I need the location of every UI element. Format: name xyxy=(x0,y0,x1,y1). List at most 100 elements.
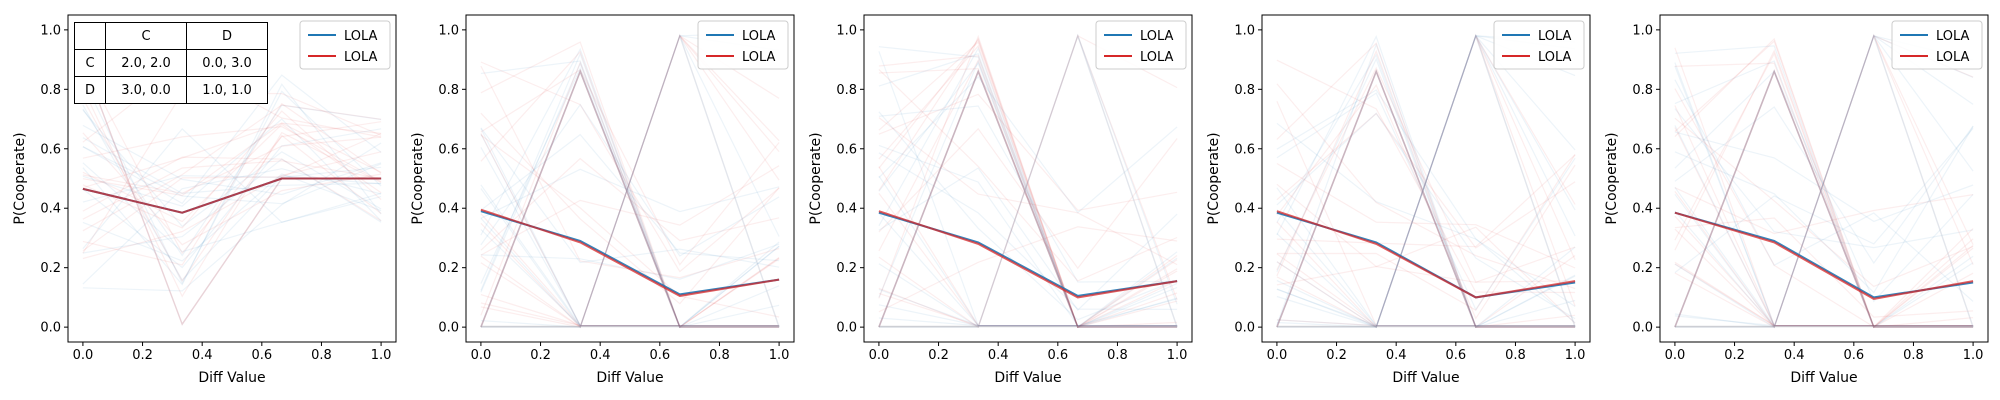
legend-label: LOLA xyxy=(1936,50,1970,65)
faint-trajectory-line xyxy=(82,160,382,220)
x-tick-label: 1.0 xyxy=(1167,348,1188,363)
faint-trajectory-line xyxy=(1276,42,1576,328)
faint-trajectory-line xyxy=(1276,187,1576,327)
peak-trajectory-line xyxy=(1674,69,1974,328)
y-tick-label: 1.0 xyxy=(40,23,61,38)
faint-trajectory-line xyxy=(1276,34,1576,329)
x-tick-label: 0.2 xyxy=(530,348,551,363)
legend: LOLA LOLA xyxy=(299,20,391,70)
faint-trajectory-line xyxy=(480,168,780,219)
faint-trajectory-line xyxy=(1674,40,1974,328)
faint-trajectory-line xyxy=(878,292,1178,327)
legend-label: LOLA xyxy=(742,50,776,65)
faint-trajectory-line xyxy=(480,34,780,329)
y-axis-label: P(Cooperate) xyxy=(1206,132,1222,224)
faint-trajectory-line xyxy=(480,157,780,251)
payoff-table: C D C 2.0, 2.0 0.0, 3.0 D 3.0, 0.0 1.0, … xyxy=(74,22,268,104)
faint-trajectory-line xyxy=(480,52,780,328)
faint-trajectories xyxy=(82,59,382,326)
faint-trajectory-line xyxy=(480,134,780,318)
faint-trajectory-line xyxy=(480,294,780,327)
x-tick-label: 1.0 xyxy=(769,348,790,363)
faint-trajectories xyxy=(480,31,780,329)
faint-trajectory-line xyxy=(1674,263,1974,327)
peak-trajectory-line xyxy=(1674,33,1974,328)
faint-trajectory-line xyxy=(480,133,780,327)
faint-trajectory-line xyxy=(1276,288,1576,327)
series-line-red xyxy=(878,210,1178,299)
faint-trajectory-line xyxy=(480,66,780,328)
payoff-row-c: C 2.0, 2.0 0.0, 3.0 xyxy=(74,49,268,77)
x-tick-label: 0.2 xyxy=(928,348,949,363)
x-tick-label: 0.6 xyxy=(649,348,670,363)
payoff-cell-dc: 3.0, 0.0 xyxy=(105,76,187,104)
faint-trajectory-line xyxy=(82,104,382,232)
faint-trajectory-line xyxy=(878,44,1178,328)
y-axis-label: P(Cooperate) xyxy=(410,132,426,224)
faint-trajectory-line xyxy=(1674,37,1974,329)
faint-trajectory-line xyxy=(82,156,382,222)
faint-trajectory-line xyxy=(82,118,382,222)
x-tick-label: 1.0 xyxy=(371,348,392,363)
y-tick-label: 1.0 xyxy=(1632,23,1653,38)
faint-trajectory-line xyxy=(878,167,1178,312)
peak-trajectory-line xyxy=(480,69,780,328)
faint-trajectory-line xyxy=(480,60,780,329)
faint-trajectory-line xyxy=(82,137,382,195)
faint-trajectory-line xyxy=(82,136,382,194)
faint-trajectory-line xyxy=(82,128,382,269)
series-line-red xyxy=(1674,211,1974,300)
y-tick-label: 0.0 xyxy=(40,321,61,336)
legend-label: LOLA xyxy=(1538,50,1572,65)
faint-trajectory-line xyxy=(1674,49,1974,328)
y-tick-label: 0.8 xyxy=(1234,83,1255,98)
faint-trajectory-line xyxy=(82,142,382,292)
faint-trajectory-line xyxy=(1276,209,1576,327)
faint-trajectory-line xyxy=(1276,34,1576,328)
faint-trajectory-line xyxy=(480,65,780,279)
y-axis-label: P(Cooperate) xyxy=(12,132,28,224)
faint-trajectory-line xyxy=(878,69,1178,282)
chart-panel-1: 0.0 0.0 0.2 0.2 0.4 0.4 0.6 0.6 0.8 0.8 1.0 1.0 Diff… xyxy=(12,14,397,386)
faint-trajectory-line xyxy=(480,133,780,327)
x-tick-label: 0.8 xyxy=(311,348,332,363)
faint-trajectory-line xyxy=(878,288,1178,327)
y-tick-label: 0.6 xyxy=(40,142,61,157)
y-tick-label: 0.6 xyxy=(1632,142,1653,157)
faint-trajectory-line xyxy=(82,98,382,283)
faint-trajectories xyxy=(878,33,1178,329)
faint-trajectory-line xyxy=(480,184,780,327)
x-tick-label: 0.0 xyxy=(73,348,94,363)
payoff-cell-dd: 1.0, 1.0 xyxy=(186,76,268,104)
x-tick-label: 0.0 xyxy=(869,348,890,363)
faint-trajectory-line xyxy=(480,60,780,329)
faint-trajectory-line xyxy=(480,133,780,262)
faint-trajectory-line xyxy=(82,87,382,298)
chart-panel-3: 0.0 0.0 0.2 0.2 0.4 0.4 0.6 0.6 0.8 0.8 1.0 1.0 Diff… xyxy=(808,14,1193,386)
faint-trajectory-line xyxy=(1674,34,1974,329)
faint-trajectory-line xyxy=(82,125,382,183)
faint-trajectory-line xyxy=(878,317,1178,327)
faint-trajectory-line xyxy=(480,302,780,327)
x-tick-label: 0.4 xyxy=(1784,348,1805,363)
faint-trajectory-line xyxy=(878,51,1178,327)
faint-trajectory-line xyxy=(82,168,382,285)
faint-trajectory-line xyxy=(480,127,780,268)
faint-trajectory-line xyxy=(1276,49,1576,329)
y-tick-label: 0.6 xyxy=(1234,142,1255,157)
peak-trajectory-line xyxy=(878,33,1178,328)
x-tick-label: 0.2 xyxy=(132,348,153,363)
faint-trajectory-line xyxy=(1276,53,1576,328)
faint-trajectory-line xyxy=(1674,79,1974,302)
faint-trajectory-line xyxy=(480,34,780,329)
x-tick-label: 1.0 xyxy=(1565,348,1586,363)
payoff-cell-cd: 0.0, 3.0 xyxy=(186,49,268,77)
y-tick-label: 1.0 xyxy=(438,23,459,38)
faint-trajectory-line xyxy=(878,34,1178,329)
faint-trajectory-line xyxy=(1674,215,1974,327)
faint-trajectory-line xyxy=(1674,186,1974,327)
faint-trajectory-line xyxy=(82,122,382,189)
y-axis-label: P(Cooperate) xyxy=(808,132,824,224)
payoff-col-header-d: D xyxy=(186,22,268,50)
